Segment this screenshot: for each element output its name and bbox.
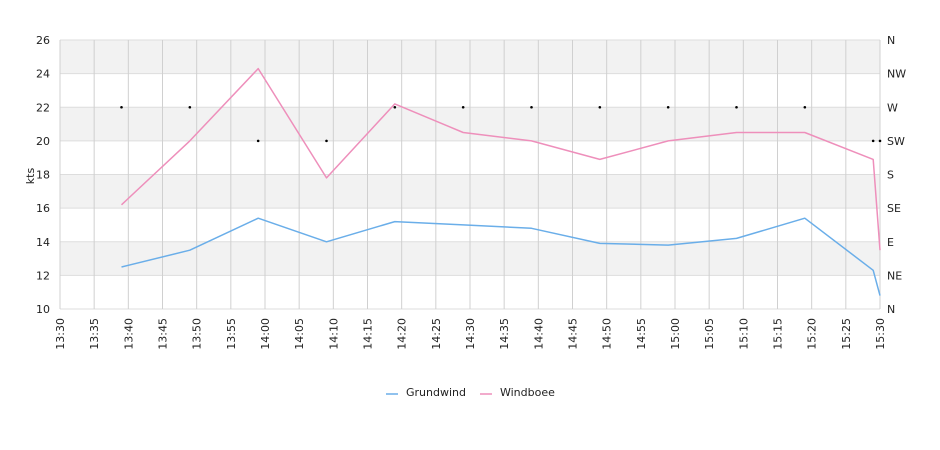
y-tick-label: 14 [36, 236, 50, 249]
direction-marker [120, 105, 123, 109]
x-tick-label: 13:30 [54, 318, 67, 350]
direction-marker [393, 105, 397, 109]
direction-tick-label: SW [887, 135, 905, 148]
y-axis-left-ticks: 10 12 14 16 18 20 22 24 26 [36, 34, 50, 316]
x-tick-label: 13:55 [225, 318, 238, 350]
x-axis-ticks: 13:30 13:35 13:40 13:45 13:50 13:55 14:00 14:05… [54, 318, 887, 350]
x-tick-label: 13:40 [122, 318, 135, 350]
x-tick-label: 15:05 [703, 318, 716, 350]
direction-marker [530, 105, 533, 109]
x-tick-label: 14:50 [601, 318, 614, 350]
direction-tick-label: S [887, 169, 894, 182]
y-tick-label: 20 [36, 135, 50, 148]
y-tick-label: 10 [36, 303, 50, 316]
direction-marker [803, 105, 807, 109]
direction-marker [598, 105, 602, 109]
direction-marker [878, 139, 882, 143]
x-tick-label: 14:05 [293, 318, 306, 350]
direction-tick-label: W [887, 101, 898, 114]
x-tick-label: 15:00 [669, 318, 682, 350]
direction-marker [461, 105, 465, 109]
x-tick-label: 15:15 [772, 318, 785, 350]
x-tick-label: 14:00 [259, 318, 272, 350]
x-tick-label: 14:40 [532, 318, 545, 350]
x-tick-label: 15:10 [737, 318, 750, 350]
direction-tick-label: E [887, 236, 894, 249]
x-tick-label: 14:55 [635, 318, 648, 350]
legend: Grundwind Windboee [386, 386, 555, 399]
x-tick-label: 13:50 [191, 318, 204, 350]
y-axis-right-ticks: N NE E SE S SW W NW N [887, 34, 906, 316]
direction-tick-label: SE [887, 202, 901, 215]
y-tick-label: 16 [36, 202, 50, 215]
x-tick-label: 14:35 [498, 318, 511, 350]
x-tick-label: 15:30 [874, 318, 887, 350]
direction-tick-label: NE [887, 269, 902, 282]
x-tick-label: 14:45 [567, 318, 580, 350]
y-axis-label: kts [24, 168, 37, 185]
direction-tick-label: N [887, 303, 895, 316]
x-tick-label: 15:25 [840, 318, 853, 350]
legend-label: Windboee [500, 386, 555, 399]
direction-marker [325, 139, 328, 143]
x-tick-label: 15:20 [806, 318, 819, 350]
series-lines [120, 67, 881, 296]
direction-marker [188, 105, 192, 109]
y-tick-label: 22 [36, 101, 50, 114]
direction-tick-label: N [887, 34, 895, 47]
direction-marker [871, 139, 875, 143]
direction-markers [120, 105, 882, 143]
x-tick-label: 13:45 [157, 318, 170, 350]
series-line-0 [121, 217, 881, 296]
grid-lines [59, 39, 881, 310]
x-tick-label: 14:30 [464, 318, 477, 350]
direction-marker [256, 139, 260, 143]
direction-marker [666, 105, 670, 109]
y-tick-label: 24 [36, 68, 50, 81]
x-tick-label: 14:25 [430, 318, 443, 350]
series-line-1 [120, 67, 881, 251]
direction-tick-label: NW [887, 68, 906, 81]
x-tick-label: 14:10 [327, 318, 340, 350]
x-tick-label: 14:15 [362, 318, 375, 350]
legend-label: Grundwind [406, 386, 466, 399]
y-tick-label: 12 [36, 269, 50, 282]
direction-marker [735, 105, 738, 109]
y-tick-label: 26 [36, 34, 50, 47]
y-tick-label: 18 [36, 169, 50, 182]
x-tick-label: 13:35 [88, 318, 101, 350]
x-tick-label: 14:20 [396, 318, 409, 350]
